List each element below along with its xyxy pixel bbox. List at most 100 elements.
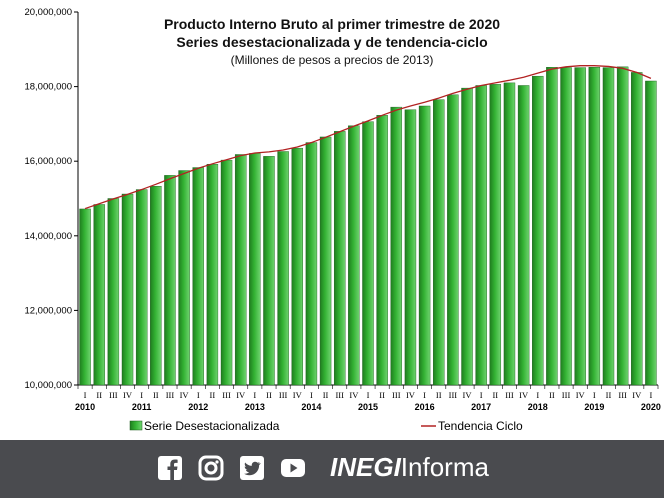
bar — [121, 193, 134, 386]
quarter-label: I — [423, 390, 426, 400]
bar — [503, 82, 516, 386]
quarter-label: I — [140, 390, 143, 400]
year-label: 2010 — [75, 402, 95, 412]
quarter-label: IV — [236, 390, 246, 400]
twitter-icon[interactable] — [239, 455, 265, 481]
quarter-label: II — [606, 390, 612, 400]
quarter-label: I — [310, 390, 313, 400]
y-tick-label: 14,000,000 — [24, 231, 72, 242]
bar — [277, 151, 289, 386]
bar — [588, 67, 601, 386]
bar — [602, 67, 615, 386]
quarter-label: II — [323, 390, 329, 400]
y-tick-label: 16,000,000 — [24, 156, 72, 167]
quarter-label: II — [492, 390, 498, 400]
bar — [178, 170, 190, 386]
bar — [404, 109, 417, 386]
bar — [461, 87, 473, 386]
quarter-label: II — [436, 390, 442, 400]
quarter-label: I — [593, 390, 596, 400]
year-label: 2018 — [528, 402, 548, 412]
bar — [376, 115, 388, 386]
quarter-label: III — [222, 390, 231, 400]
quarter-label: I — [367, 390, 370, 400]
quarter-label: III — [109, 390, 118, 400]
bar — [249, 153, 261, 386]
bar — [164, 175, 176, 386]
bar — [234, 154, 247, 386]
youtube-icon[interactable] — [280, 455, 306, 481]
inegi-informa-logo[interactable]: INEGIInforma — [330, 452, 489, 483]
bar — [418, 105, 431, 386]
bar — [93, 204, 105, 386]
bar — [319, 136, 332, 386]
bar — [305, 142, 318, 386]
chart-ticks: 10,000,000 12,000,000 14,000,000 16,000,000… — [24, 7, 660, 412]
year-label: 2020 — [641, 402, 661, 412]
year-label: 2013 — [245, 402, 265, 412]
bar — [489, 84, 502, 386]
quarter-label: IV — [349, 390, 359, 400]
quarter-label: III — [279, 390, 288, 400]
quarter-label: III — [392, 390, 401, 400]
footer-bar — [0, 440, 664, 498]
quarter-label: I — [480, 390, 483, 400]
bar — [475, 85, 487, 386]
quarter-label: I — [84, 390, 87, 400]
y-tick-label: 18,000,000 — [24, 82, 72, 93]
quarter-label: IV — [123, 390, 133, 400]
bar — [447, 94, 459, 386]
bar — [433, 99, 445, 386]
facebook-icon[interactable] — [157, 455, 183, 481]
year-label: 2017 — [471, 402, 491, 412]
quarter-label: II — [96, 390, 102, 400]
bar — [107, 198, 120, 386]
quarter-label: II — [210, 390, 216, 400]
y-tick-label: 12,000,000 — [24, 305, 72, 316]
chart-title-line2: Series desestacionalizada y de tendencia… — [176, 34, 488, 50]
bar — [574, 67, 586, 386]
year-label: 2011 — [132, 402, 152, 412]
quarter-label: III — [505, 390, 514, 400]
quarter-label: II — [266, 390, 272, 400]
year-label: 2012 — [188, 402, 208, 412]
chart-bars — [79, 66, 657, 386]
quarter-label: III — [562, 390, 571, 400]
quarter-label: II — [379, 390, 385, 400]
bar — [79, 208, 91, 386]
quarter-label: II — [153, 390, 159, 400]
chart-title-line1: Producto Interno Bruto al primer trimest… — [163, 16, 501, 32]
quarter-label: I — [197, 390, 200, 400]
bar — [220, 159, 233, 386]
legend-label-bars: Serie Desestacionalizada — [144, 419, 280, 433]
chart-subtitle: (Millones de pesos a precios de 2013) — [230, 53, 434, 67]
brand-regular: Informa — [400, 452, 489, 482]
quarter-label: IV — [463, 390, 473, 400]
bar — [192, 167, 204, 386]
bar — [532, 75, 544, 386]
bar — [390, 106, 403, 386]
quarter-label: IV — [180, 390, 190, 400]
quarter-label: IV — [519, 390, 529, 400]
legend-label-line: Tendencia Ciclo — [438, 419, 523, 433]
instagram-icon[interactable] — [198, 455, 224, 481]
bar — [206, 163, 219, 386]
quarter-label: III — [335, 390, 344, 400]
year-label: 2014 — [301, 402, 321, 412]
quarter-label: I — [253, 390, 256, 400]
bar — [546, 67, 558, 386]
brand-bold: INEGI — [330, 452, 401, 482]
bar — [645, 80, 657, 386]
quarter-label: III — [618, 390, 627, 400]
quarter-label: III — [166, 390, 175, 400]
trend-series-line — [84, 65, 652, 210]
bar — [631, 72, 643, 386]
bar — [560, 67, 572, 386]
bar — [348, 125, 360, 386]
bar — [291, 147, 303, 386]
bar — [616, 66, 629, 386]
legend-swatch-bars — [129, 420, 143, 431]
quarter-label: I — [536, 390, 539, 400]
quarter-label: IV — [632, 390, 642, 400]
